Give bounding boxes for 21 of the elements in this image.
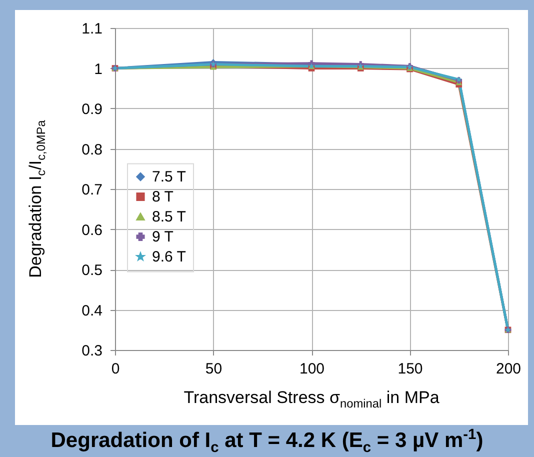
y-tick-label: 0.4 [82, 302, 102, 320]
y-tick-label: 1 [94, 60, 102, 78]
legend-label: 9 T [152, 228, 174, 246]
y-tick-label: 0.7 [82, 182, 102, 198]
x-tick-label: 0 [111, 360, 120, 378]
y-tick-label: 0.6 [82, 222, 102, 239]
legend-label: 7.5 T [152, 168, 186, 186]
x-axis-title: Transversal Stress σ$_{nominal}$ in MPa [182, 388, 440, 410]
legend-label: 8 T [152, 188, 174, 206]
x-tick-label: 200 [496, 360, 522, 378]
y-tick-label: 0.3 [82, 342, 102, 360]
y-tick-label: 0.9 [82, 101, 102, 118]
text: Degradation of I$_{c}$ at T = 4.2 K (E$_{c}$ = 3 µV m$^{-1}$) [50, 427, 484, 456]
x-tick-label: 150 [398, 360, 423, 378]
legend-label: 9.6 T [152, 248, 186, 266]
x-tick-label: 50 [205, 360, 222, 378]
legend-label: 8.5 T [152, 208, 186, 226]
x-tick-label: 100 [299, 360, 325, 378]
y-tick-label: 0.8 [82, 141, 102, 158]
y-tick-label: 0.5 [82, 262, 102, 279]
y-tick-label: 1.1 [82, 20, 102, 38]
